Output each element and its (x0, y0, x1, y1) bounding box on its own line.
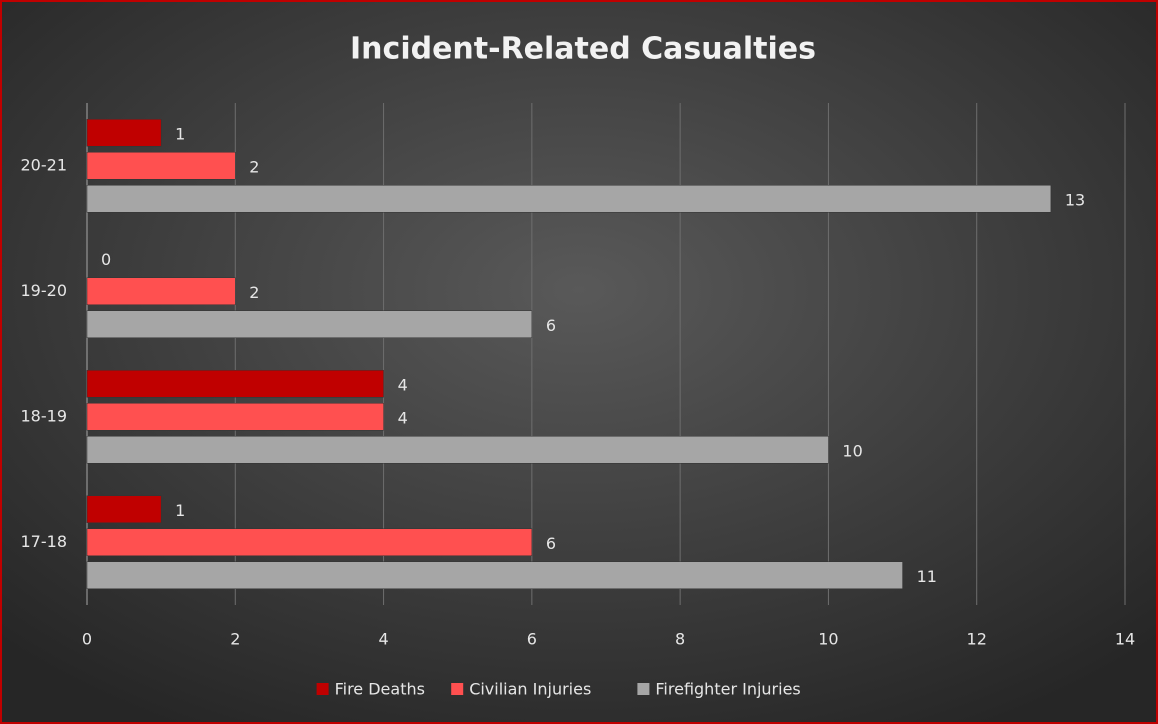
bar (86, 436, 829, 464)
data-label: 1 (175, 124, 185, 143)
legend-swatch (451, 683, 464, 695)
bar (86, 310, 533, 338)
data-label: 4 (398, 375, 408, 394)
x-tick-label: 2 (230, 630, 240, 649)
data-label: 2 (249, 157, 259, 176)
data-label: 6 (546, 534, 556, 553)
bar (86, 403, 384, 431)
bar (86, 495, 162, 523)
y-tick-label: 18-19 (21, 406, 68, 425)
data-label: 6 (546, 316, 556, 335)
x-tick-label: 8 (675, 630, 685, 649)
data-label: 13 (1065, 190, 1085, 209)
x-tick-label: 0 (82, 630, 92, 649)
data-label: 11 (917, 567, 937, 586)
legend-label: Civilian Injuries (469, 680, 591, 699)
chart-title: Incident-Related Casualties (350, 32, 816, 67)
x-tick-label: 12 (967, 630, 987, 649)
x-tick-label: 6 (527, 630, 537, 649)
bar (86, 370, 384, 398)
y-tick-label: 20-21 (21, 155, 68, 174)
x-tick-label: 10 (818, 630, 838, 649)
data-label: 4 (398, 408, 408, 427)
data-label: 0 (101, 250, 111, 269)
bar (86, 185, 1052, 213)
x-tick-label: 4 (378, 630, 388, 649)
y-tick-label: 17-18 (21, 532, 68, 551)
bar (86, 561, 903, 589)
data-label: 10 (842, 441, 862, 460)
legend-swatch (637, 683, 650, 695)
x-tick-label: 14 (1115, 630, 1135, 649)
legend-label: Firefighter Injuries (655, 680, 800, 699)
bar (86, 528, 533, 556)
bar (86, 277, 236, 305)
bar (86, 119, 162, 147)
data-label: 1 (175, 501, 185, 520)
y-tick-label: 19-20 (21, 281, 68, 300)
bar (86, 152, 236, 180)
legend-swatch (316, 683, 329, 695)
data-label: 2 (249, 283, 259, 302)
legend-label: Fire Deaths (335, 680, 425, 699)
